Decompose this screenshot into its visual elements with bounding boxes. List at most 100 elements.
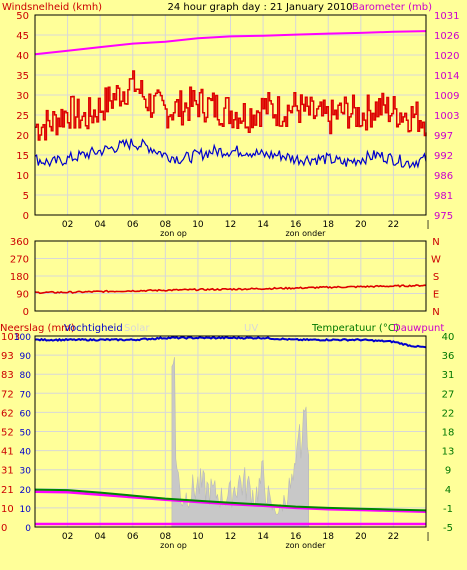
hour-tick-label: 04	[94, 532, 106, 542]
rain-tick-label: 72	[1, 389, 14, 400]
hour-tick-label: 06	[127, 220, 139, 230]
hour-tick-label: 12	[225, 532, 236, 542]
humidity-tick-label: 60	[20, 409, 32, 419]
rain-tick-label: 21	[1, 485, 14, 496]
legend-dewpoint: Dauwpunt	[393, 323, 444, 334]
hour-tick-label: 22	[388, 532, 399, 542]
wind-tick-label: 5	[23, 191, 29, 202]
hour-tick-label: 10	[192, 532, 204, 542]
direction-tick-label: 270	[10, 255, 29, 266]
chart-title: 24 hour graph day : 21 January 2010	[168, 2, 353, 13]
wind-tick-label: 25	[16, 111, 29, 122]
compass-label: N	[432, 307, 439, 318]
hour-tick-label: 12	[225, 220, 236, 230]
temperature-tick-label: 13	[442, 447, 455, 458]
dewpoint-series	[34, 490, 427, 513]
hour-tick-label: 20	[355, 220, 367, 230]
hour-tick-label: 16	[290, 220, 302, 230]
rain-tick-label: 0	[1, 523, 7, 534]
humidity-tick-label: 40	[20, 448, 32, 458]
hour-tick-label: 02	[62, 532, 73, 542]
humidity-tick-label: 20	[20, 486, 32, 496]
panel2-grid	[35, 241, 426, 311]
wind-tick-label: 30	[16, 91, 29, 102]
rain-tick-label: 103	[1, 332, 20, 343]
temperature-tick-label: 22	[442, 408, 455, 419]
baro-tick-label: 1014	[434, 71, 459, 82]
panel2-frame	[34, 240, 427, 312]
temperature-tick-label: 18	[442, 428, 455, 439]
hour-tick-label: 14	[257, 532, 269, 542]
humidity-tick-label: 0	[25, 524, 31, 534]
baro-tick-label: 1009	[434, 91, 459, 102]
humidity-tick-label: 90	[20, 352, 32, 362]
hour-tick-label: 08	[160, 220, 172, 230]
panel1-grid	[35, 15, 426, 215]
rain-tick-label: 10	[1, 504, 14, 515]
hour-tick-label: 02	[62, 220, 73, 230]
panel3-frame	[34, 335, 427, 528]
hour-tick-label: 06	[127, 532, 139, 542]
humidity-tick-label: 10	[20, 505, 32, 515]
wind-tick-label: 15	[16, 151, 29, 162]
panel1-frame	[34, 14, 427, 216]
wind-tick-label: 45	[16, 31, 29, 42]
baro-tick-label: 975	[434, 211, 453, 222]
baro-tick-label: 986	[434, 171, 453, 182]
rain-tick-label: 83	[1, 370, 14, 381]
hour-tick-label: 18	[323, 220, 335, 230]
legend-humidity: Vochtigheid	[64, 323, 123, 334]
wind-tick-label: 35	[16, 71, 29, 82]
axis-labels: 0510152025303540455097598198699299710031…	[1, 11, 459, 550]
rain-tick-label: 52	[1, 428, 14, 439]
hour-tick-label: |	[426, 220, 429, 230]
barometer-axis-label: Barometer (mb)	[352, 2, 432, 13]
wind-tick-label: 40	[16, 51, 29, 62]
hour-tick-label: 18	[323, 532, 335, 542]
baro-tick-label: 1003	[434, 111, 459, 122]
solar-series	[171, 357, 309, 528]
hour-tick-label: 08	[160, 532, 172, 542]
legend-solar: Solar	[124, 323, 150, 334]
wind-tick-label: 10	[16, 171, 29, 182]
hour-tick-label: 10	[192, 220, 204, 230]
hour-tick-label: 04	[94, 220, 106, 230]
direction-tick-label: 90	[16, 290, 29, 301]
humidity-tick-label: 50	[20, 429, 32, 439]
direction-zero-label: 0	[23, 307, 29, 318]
wind-tick-label: 0	[23, 211, 29, 222]
hour-tick-label: 20	[355, 532, 367, 542]
compass-label: S	[433, 272, 439, 283]
humidity-tick-label: 80	[20, 371, 32, 381]
compass-label: W	[431, 255, 441, 266]
humidity-tick-label: 100	[14, 333, 31, 343]
hour-tick-label: 16	[290, 532, 302, 542]
wind-axis-label: Windsnelheid (kmh)	[2, 2, 102, 13]
hour-tick-label: |	[426, 532, 429, 542]
baro-tick-label: 997	[434, 131, 453, 142]
temperature-tick-label: 9	[445, 466, 451, 477]
wind-average-series	[34, 138, 427, 169]
legend-uv: UV	[244, 323, 258, 334]
hour-tick-label: 22	[388, 220, 399, 230]
compass-label: N	[432, 237, 439, 248]
legend-rain: Neerslag (mm)	[0, 323, 75, 334]
hour-tick-label: 14	[257, 220, 269, 230]
humidity-tick-label: 70	[20, 390, 32, 400]
legend-temperature: Temperatuur (°C)	[311, 323, 399, 334]
temperature-tick-label: 4	[445, 485, 451, 496]
temperature-tick-label: -5	[443, 523, 453, 534]
sunrise-marker: zon op	[160, 229, 187, 238]
baro-tick-label: 981	[434, 191, 453, 202]
barometer-series	[34, 30, 427, 56]
compass-label: E	[433, 290, 439, 301]
sunset-marker: zon onder	[285, 541, 326, 550]
rain-tick-label: 41	[1, 447, 14, 458]
temperature-series	[34, 488, 427, 512]
rain-tick-label: 62	[1, 408, 14, 419]
direction-tick-label: 180	[10, 272, 29, 283]
wind-speed-series	[35, 70, 427, 141]
humidity-tick-label: 30	[20, 467, 32, 477]
